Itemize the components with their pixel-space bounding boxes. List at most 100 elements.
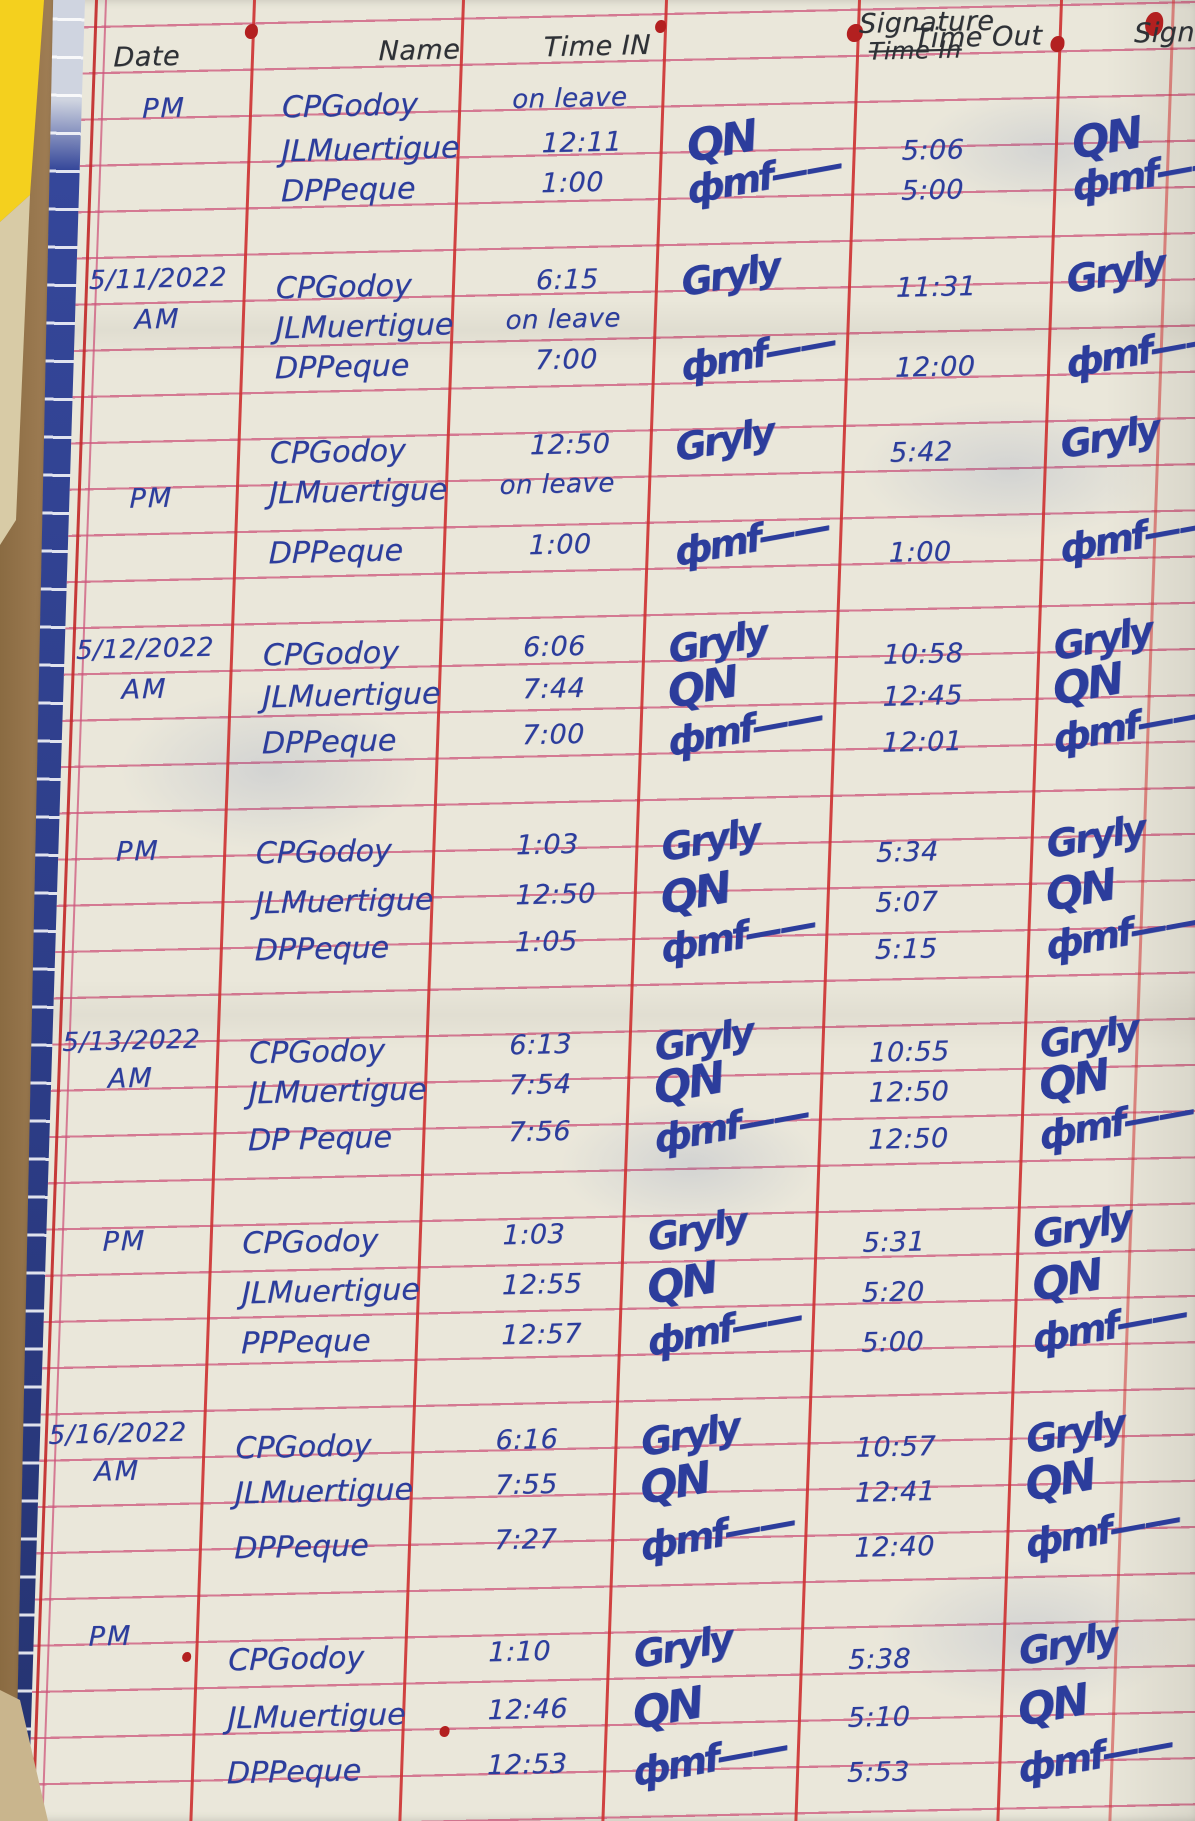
ink-blot [1050,36,1065,52]
time-in-cell: 12:55 [501,1268,583,1302]
signature-out-peque: фmf—— [1056,500,1195,572]
name-cell: JLMuertigue [227,1697,406,1737]
time-out-cell: 5:00 [861,1326,925,1359]
name-cell: DPPeque [261,723,397,762]
name-cell: JLMuertigue [234,1472,414,1512]
time-in-cell: 7:00 [534,343,598,377]
name-cell: CPGodoy [255,833,392,872]
column-header-signature-out: Signature [1133,15,1195,50]
ink-bleedthrough [920,90,1180,210]
column-header-time-in: Time IN [543,29,652,64]
signature-in-godoy: Gryly [672,409,776,471]
signature-out-godoy: Gryly [1043,806,1147,868]
name-cell: CPGodoy [275,268,412,307]
name-cell: JLMuertigue [255,882,434,922]
name-cell: JLMuertigue [262,676,441,716]
time-out-cell: 12:01 [881,725,963,759]
signature-in-godoy: Gryly [678,244,782,306]
time-out-cell: 12:41 [854,1475,936,1509]
ink-bleedthrough [560,1100,820,1230]
signature-out-muertigue: QN [1028,1249,1104,1312]
signature-in-muertigue: QN [643,1252,719,1315]
time-out-cell: 5:10 [847,1701,911,1734]
name-cell: JLMuertigue [241,1272,420,1312]
time-in-cell: on leave [512,82,628,115]
ink-blot [244,24,259,39]
time-in-cell: 6:16 [495,1423,559,1457]
time-out-cell: 5:15 [874,933,938,966]
signature-in-muertigue: QN [650,1052,726,1115]
time-in-cell: 1:00 [528,528,592,562]
time-in-cell: 6:15 [535,263,599,297]
time-in-cell: 7:27 [494,1523,558,1557]
signature-in-muertigue: QN [629,1677,705,1740]
name-cell: DP Peque [247,1120,393,1159]
name-cell: CPGodoy [242,1223,379,1262]
time-in-cell: 7:44 [522,672,586,706]
time-in-cell: on leave [499,468,615,501]
name-cell: DPPeque [280,171,416,210]
name-cell: DPPeque [226,1753,362,1792]
time-out-cell: 5:34 [875,836,939,869]
time-out-cell: 12:40 [854,1530,936,1564]
name-cell: JLMuertigue [275,307,454,347]
time-out-cell: 5:20 [861,1276,925,1309]
time-in-cell: 7:54 [508,1068,572,1102]
signature-out-muertigue: QN [1021,1449,1097,1512]
ink-bleedthrough [120,690,420,850]
signature-in-godoy: Gryly [644,1199,748,1261]
time-out-cell: 5:31 [862,1226,926,1259]
time-in-cell: 7:00 [521,718,585,752]
signature-out-godoy: Gryly [1030,1196,1134,1258]
paper-crease [28,300,1195,360]
column-header-time-out: Time Out [913,20,1043,55]
name-cell: DPPeque [254,930,390,969]
time-in-cell: 6:06 [522,630,586,664]
name-cell: CPGodoy [269,433,406,472]
time-out-cell: 5:38 [848,1643,912,1676]
time-in-cell: 7:56 [508,1115,572,1149]
name-cell: CPGodoy [281,87,419,126]
name-cell: JLMuertigue [281,130,460,170]
name-cell: DPPeque [268,533,404,572]
signature-in-godoy: Gryly [658,809,762,871]
time-in-cell: 1:03 [515,828,579,862]
paper-crease [28,980,1195,1050]
time-in-cell: 1:03 [502,1218,566,1252]
ink-bleedthrough [860,400,1160,540]
column-header-date: Date [113,40,181,74]
time-in-cell: 12:46 [487,1693,569,1727]
time-out-cell: 12:50 [868,1122,949,1156]
name-cell: CPGodoy [262,635,400,674]
time-in-cell: 1:00 [541,166,605,200]
time-in-cell: 6:13 [509,1028,573,1062]
name-cell: CPGodoy [248,1033,386,1072]
name-cell: CPGodoy [228,1640,365,1679]
time-in-cell: 1:05 [514,925,578,959]
ink-bleedthrough [880,1560,1180,1710]
signature-out-muertigue: QN [1035,1049,1111,1112]
time-in-cell: 12:50 [529,428,611,462]
signature-out-muertigue: QN [1014,1674,1090,1737]
name-cell: DPPeque [274,348,410,387]
time-out-cell: 10:57 [855,1430,937,1464]
time-in-cell: 12:53 [486,1748,568,1782]
name-cell: PPPeque [241,1323,371,1362]
time-out-cell: 5:53 [846,1756,910,1789]
time-in-cell: on leave [505,303,621,336]
table-row: DPPeque 1:00 фmf—— 1:00 фmf—— [73,500,1195,589]
name-cell: JLMuertigue [248,1072,427,1112]
time-in-cell: 12:50 [515,878,597,912]
time-out-cell: 12:00 [894,350,976,384]
signature-out-godoy: Gryly [1015,1613,1119,1675]
time-in-cell: 1:10 [488,1635,552,1669]
time-in-cell: 12:57 [501,1318,582,1352]
name-cell: DPPeque [234,1528,369,1567]
name-cell: JLMuertigue [269,472,448,512]
signature-in-muertigue: QN [657,862,733,925]
time-out-cell: 12:45 [882,679,964,713]
signature-in-muertigue: QN [636,1452,712,1515]
